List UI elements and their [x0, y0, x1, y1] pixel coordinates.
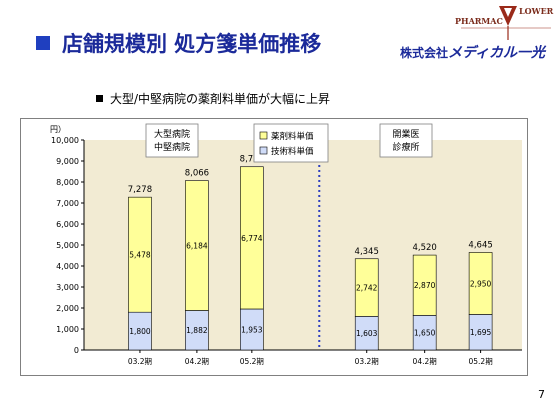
- group-label-box: [145, 123, 199, 158]
- bar-drug: [412, 254, 437, 316]
- y-tick-label: 3,000: [56, 283, 79, 292]
- company-name: 株式会社メディカル一光: [400, 42, 545, 62]
- y-tick-label: 1,000: [56, 325, 79, 334]
- logo-word-right: LOWER: [519, 6, 554, 16]
- x-tick-label: 03.2期: [128, 357, 152, 366]
- total-value-label: 4,520: [412, 243, 436, 253]
- y-tick-label: 9,000: [56, 157, 79, 166]
- y-tick-label: 4,000: [56, 262, 79, 271]
- drug-value-label: 6,774: [241, 234, 263, 243]
- legend-box: [253, 123, 329, 163]
- y-tick-label: 10,000: [51, 136, 79, 145]
- page-number: 7: [538, 388, 545, 401]
- subtitle: 大型/中堅病院の薬剤料単価が大幅に上昇: [96, 90, 330, 107]
- drug-value-label: 2,950: [470, 279, 492, 288]
- plot-area: [84, 140, 522, 350]
- x-tick-label: 05.2期: [240, 357, 264, 366]
- x-tick-label: 04.2期: [185, 357, 209, 366]
- legend-swatch: [259, 146, 268, 155]
- subtitle-text: 大型/中堅病院の薬剤料単価が大幅に上昇: [110, 92, 331, 106]
- price-chart: 円） 0 1,000 2,000 3,000 4,000 5,000 6,000 7,000 8,…: [20, 118, 528, 376]
- total-value-label: 8,727: [240, 155, 264, 165]
- drug-value-label: 5,478: [129, 251, 151, 260]
- y-tick-label: 5,000: [56, 241, 79, 250]
- legend-label: 薬剤料単価: [271, 131, 314, 142]
- logo-word-left: PHARMAC: [455, 16, 503, 26]
- total-value-label: 8,066: [185, 169, 209, 179]
- tech-value-label: 1,650: [414, 329, 436, 338]
- tech-value-label: 1,603: [356, 329, 378, 338]
- x-tick-label: 04.2期: [413, 357, 437, 366]
- tech-value-label: 1,800: [129, 327, 151, 336]
- y-tick-label: 6,000: [56, 220, 79, 229]
- group-label-line: 中堅病院: [154, 141, 190, 153]
- bar-drug: [128, 196, 152, 313]
- drug-value-label: 6,184: [186, 242, 208, 251]
- bar-drug: [354, 258, 379, 317]
- y-tick-label: 7,000: [56, 199, 79, 208]
- pharmaflower-logo: PHARMAC LOWER: [455, 2, 555, 42]
- group-label-line: 診療所: [392, 141, 419, 153]
- tech-value-label: 1,882: [186, 326, 208, 335]
- y-tick-label: 8,000: [56, 178, 79, 187]
- group-label-line: 大型病院: [154, 128, 190, 140]
- x-tick-label: 05.2期: [469, 357, 493, 366]
- bar-drug: [240, 166, 264, 310]
- tech-value-label: 1,695: [470, 328, 492, 337]
- drug-value-label: 2,742: [356, 284, 378, 293]
- company-prefix: 株式会社: [400, 46, 449, 60]
- y-unit-label: 円）: [50, 125, 66, 134]
- company-brand: メディカル一光: [448, 45, 546, 61]
- legend-label: 技術料単価: [271, 146, 314, 157]
- title-bullet: [36, 36, 50, 50]
- x-tick-label: 03.2期: [355, 357, 379, 366]
- drug-value-label: 2,870: [414, 281, 436, 290]
- bar-drug: [185, 180, 209, 311]
- y-tick-label: 0: [74, 346, 79, 355]
- total-value-label: 4,345: [355, 247, 379, 257]
- legend-swatch: [259, 131, 268, 140]
- y-tick-label: 2,000: [56, 304, 79, 313]
- subtitle-bullet: [96, 95, 103, 102]
- group-label-line: 開業医: [392, 128, 419, 140]
- bar-drug: [468, 252, 493, 315]
- page-title: 店舗規模別 処方箋単価推移: [62, 32, 322, 56]
- total-value-label: 7,278: [128, 185, 152, 195]
- tech-value-label: 1,953: [241, 325, 263, 334]
- logo-flower-icon: [461, 6, 551, 40]
- group-label-box: [379, 123, 433, 158]
- total-value-label: 4,645: [468, 240, 492, 250]
